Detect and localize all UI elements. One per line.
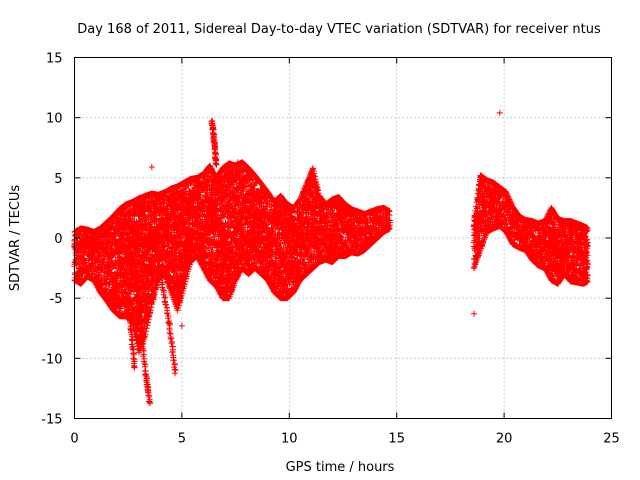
data-points: [71, 109, 591, 407]
data-point: [114, 292, 121, 299]
data-point: [106, 279, 113, 286]
data-point: [117, 305, 124, 312]
data-point: [76, 261, 83, 268]
data-point: [122, 230, 129, 237]
data-point: [79, 252, 86, 259]
chart-title: Day 168 of 2011, Sidereal Day-to-day VTE…: [77, 22, 601, 37]
data-point: [95, 271, 102, 278]
data-point: [81, 256, 88, 263]
data-point: [81, 249, 88, 256]
data-point: [97, 252, 104, 259]
